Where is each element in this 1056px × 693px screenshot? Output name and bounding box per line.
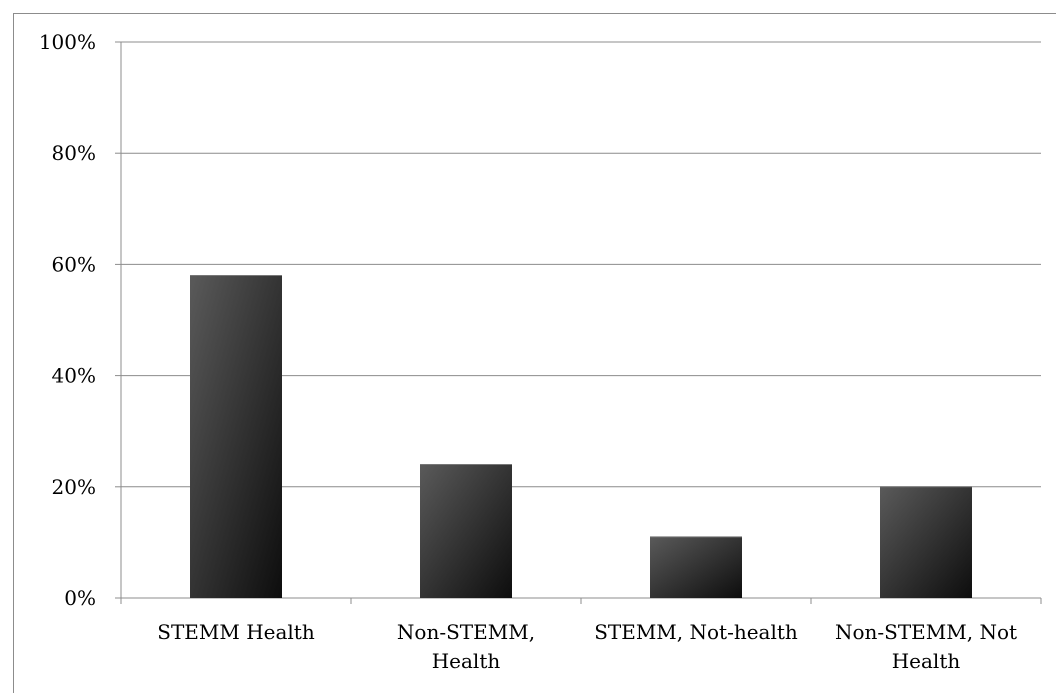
y-tick-label: 40%	[52, 364, 96, 388]
x-tick-label: STEMM, Not-health	[594, 620, 798, 644]
x-tick-label: Non-STEMM,	[397, 620, 535, 644]
y-tick-labels: 0% 20% 40% 60% 80% 100%	[39, 30, 96, 610]
bar	[880, 486, 972, 598]
y-tick-label: 80%	[52, 141, 96, 165]
x-tick-label: Health	[432, 649, 501, 673]
bar	[190, 275, 282, 598]
chart-frame	[13, 13, 1056, 693]
y-tick-label: 60%	[52, 252, 96, 276]
x-tick-labels: STEMM Health Non-STEMM, Health STEMM, Not-h…	[157, 620, 1017, 673]
bar	[420, 464, 512, 598]
bars	[190, 275, 972, 598]
y-tick-label: 100%	[39, 30, 96, 54]
x-tick-label: Health	[892, 649, 961, 673]
x-tick-label: STEMM Health	[157, 620, 315, 644]
y-tick-label: 0%	[64, 586, 96, 610]
x-tick-label: Non-STEMM, Not	[835, 620, 1017, 644]
y-tick-label: 20%	[52, 475, 96, 499]
bar	[650, 536, 742, 598]
